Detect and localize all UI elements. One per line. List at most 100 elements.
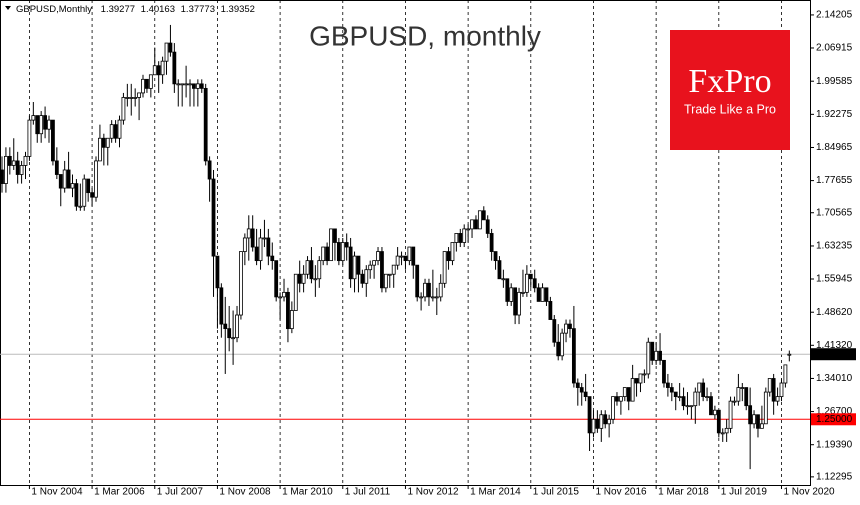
x-tick-label: 1 Nov 2020 bbox=[783, 487, 835, 498]
candle-body bbox=[141, 78, 145, 94]
x-tick-label: 1 Mar 2010 bbox=[282, 487, 333, 498]
candle-body bbox=[184, 83, 188, 86]
candle-body bbox=[407, 246, 412, 262]
candle-body bbox=[481, 210, 486, 221]
candle-body bbox=[90, 192, 94, 198]
candle-body bbox=[301, 273, 306, 284]
candle-body bbox=[744, 387, 749, 407]
candle-body bbox=[466, 228, 471, 231]
candle-body bbox=[4, 155, 8, 184]
candle-body bbox=[293, 273, 298, 311]
candle-body bbox=[74, 183, 79, 207]
y-tick-label: 1.48620 bbox=[816, 307, 853, 318]
logo-brand: FxPro bbox=[688, 63, 771, 100]
candle-body bbox=[716, 409, 721, 434]
candle-body bbox=[618, 396, 623, 402]
candle-body bbox=[207, 160, 212, 180]
candle-body bbox=[615, 396, 619, 402]
candle-body bbox=[434, 296, 439, 299]
candle-body bbox=[254, 246, 259, 262]
candle-body bbox=[43, 115, 47, 130]
candle-body bbox=[199, 83, 204, 89]
current-price-label: 1.39352 bbox=[816, 349, 853, 360]
candle-body bbox=[560, 332, 565, 357]
candle-body bbox=[521, 291, 525, 294]
candle-body bbox=[325, 246, 330, 262]
candle-body bbox=[203, 87, 208, 162]
candle-body bbox=[595, 418, 600, 429]
x-tick-label: 1 Nov 2012 bbox=[407, 487, 459, 498]
candle-body bbox=[387, 273, 392, 276]
x-tick-label: 1 Jul 2007 bbox=[157, 487, 204, 498]
y-tick-label: 1.99585 bbox=[816, 76, 853, 87]
y-tick-label: 2.06915 bbox=[816, 43, 853, 54]
candle-body bbox=[340, 242, 345, 262]
candle-body bbox=[450, 242, 455, 262]
candle-body bbox=[748, 405, 753, 425]
candle-body bbox=[403, 255, 408, 262]
candle-body bbox=[470, 219, 474, 230]
candle-body bbox=[266, 237, 271, 257]
candle-body bbox=[524, 273, 529, 293]
candle-body bbox=[7, 155, 12, 166]
symbol-header: GBPUSD,Monthly 1.39277 1.40163 1.37773 1… bbox=[16, 4, 255, 15]
candle-body bbox=[219, 287, 224, 325]
candle-body bbox=[51, 119, 55, 162]
candle-body bbox=[693, 391, 698, 407]
candle-body bbox=[39, 115, 44, 135]
candle-body bbox=[485, 219, 490, 234]
candle-body bbox=[333, 228, 337, 243]
candle-body bbox=[98, 137, 102, 162]
candle-body bbox=[430, 296, 435, 299]
candle-body bbox=[286, 291, 290, 330]
candle-body bbox=[70, 183, 75, 189]
candle-body bbox=[62, 169, 67, 189]
x-tick-label: 1 Jul 2011 bbox=[345, 487, 391, 498]
header-open: 1.39277 bbox=[101, 4, 135, 15]
candle-body bbox=[548, 301, 553, 320]
candle-body bbox=[113, 124, 118, 139]
candle-body bbox=[477, 210, 482, 230]
candle-body bbox=[427, 282, 431, 298]
x-tick-label: 1 Nov 2016 bbox=[595, 487, 647, 498]
candle-body bbox=[689, 405, 694, 408]
candle-body bbox=[446, 251, 451, 262]
symbol: GBPUSD,Monthly bbox=[16, 4, 92, 15]
candle-body bbox=[454, 233, 459, 243]
candle-body bbox=[11, 160, 16, 166]
candle-body bbox=[82, 178, 87, 207]
current-price-box bbox=[811, 348, 856, 361]
y-tick-label: 1.70565 bbox=[816, 207, 853, 218]
candle-body bbox=[419, 296, 424, 299]
candle-body bbox=[289, 310, 294, 330]
candle-body bbox=[15, 160, 20, 175]
candle-body bbox=[462, 228, 467, 243]
candle-body bbox=[336, 242, 341, 262]
y-tick-label: 1.55945 bbox=[816, 274, 853, 285]
candle-body bbox=[86, 178, 91, 194]
candle-body bbox=[239, 251, 243, 316]
grid bbox=[0, 0, 814, 489]
candle-body bbox=[297, 273, 302, 284]
candle-body bbox=[360, 273, 365, 284]
candle-body bbox=[665, 382, 670, 388]
candle-body bbox=[156, 65, 161, 76]
candle-body bbox=[638, 373, 643, 384]
candle-body bbox=[493, 251, 498, 262]
y-tick-label: 2.14205 bbox=[816, 10, 853, 21]
y-tick-label: 1.26700 bbox=[816, 406, 853, 417]
candle-body bbox=[152, 65, 157, 76]
level-label-box bbox=[811, 413, 856, 426]
candle-body bbox=[630, 378, 635, 402]
candle-body bbox=[31, 115, 36, 121]
candle-body bbox=[775, 396, 780, 402]
candle-body bbox=[348, 246, 353, 280]
candle-body bbox=[133, 97, 138, 99]
candle-body bbox=[634, 378, 639, 384]
candle-body bbox=[740, 387, 745, 389]
candle-body bbox=[145, 78, 149, 89]
candle-body bbox=[415, 264, 420, 298]
candle-body bbox=[532, 278, 537, 289]
candle-body bbox=[669, 387, 674, 393]
